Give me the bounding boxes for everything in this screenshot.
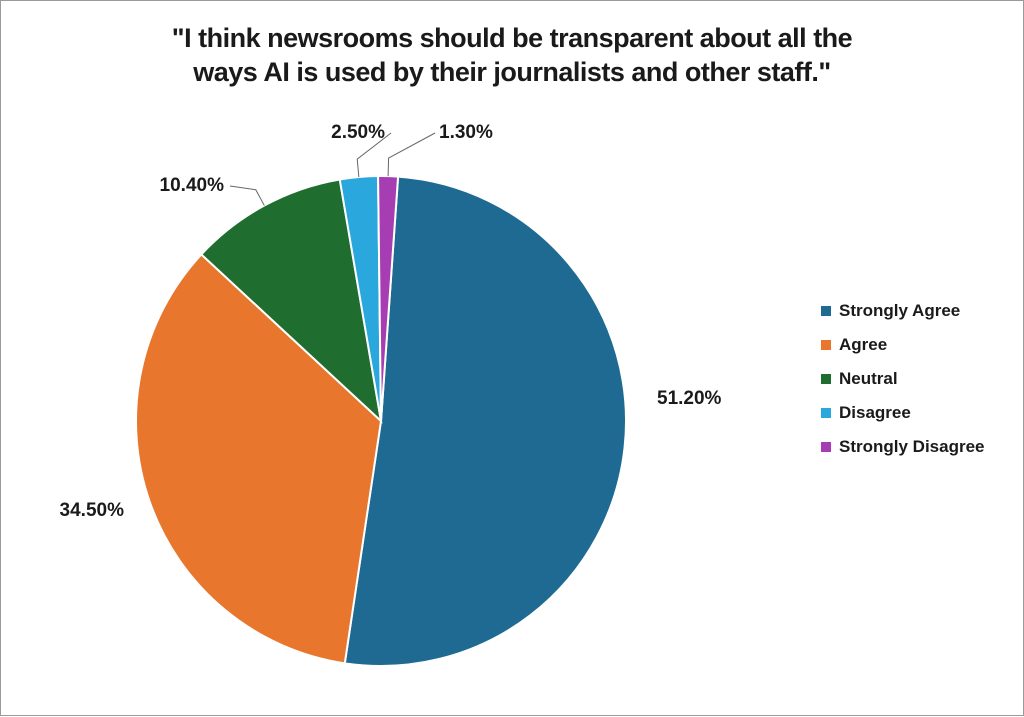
legend-swatch <box>821 306 831 316</box>
legend-item: Neutral <box>821 369 999 389</box>
legend: Strongly Agree Agree Neutral Disagree Strong… <box>821 301 999 471</box>
legend-swatch <box>821 340 831 350</box>
legend-item: Disagree <box>821 403 999 423</box>
legend-label: Strongly Agree <box>839 301 960 321</box>
data-label: 51.20% <box>657 388 721 410</box>
legend-label: Disagree <box>839 403 911 423</box>
data-label: 2.50% <box>331 122 385 144</box>
chart-frame: "I think newsrooms should be transparent… <box>0 0 1024 716</box>
leader-line <box>230 186 264 206</box>
legend-swatch <box>821 374 831 384</box>
leader-line <box>388 133 435 176</box>
legend-swatch <box>821 408 831 418</box>
data-label: 10.40% <box>160 175 224 197</box>
legend-label: Neutral <box>839 369 898 389</box>
legend-label: Agree <box>839 335 887 355</box>
legend-item: Agree <box>821 335 999 355</box>
legend-label: Strongly Disagree <box>839 437 985 457</box>
data-label: 1.30% <box>439 122 493 144</box>
legend-swatch <box>821 442 831 452</box>
legend-item: Strongly Disagree <box>821 437 999 457</box>
data-label: 34.50% <box>60 500 124 522</box>
legend-item: Strongly Agree <box>821 301 999 321</box>
